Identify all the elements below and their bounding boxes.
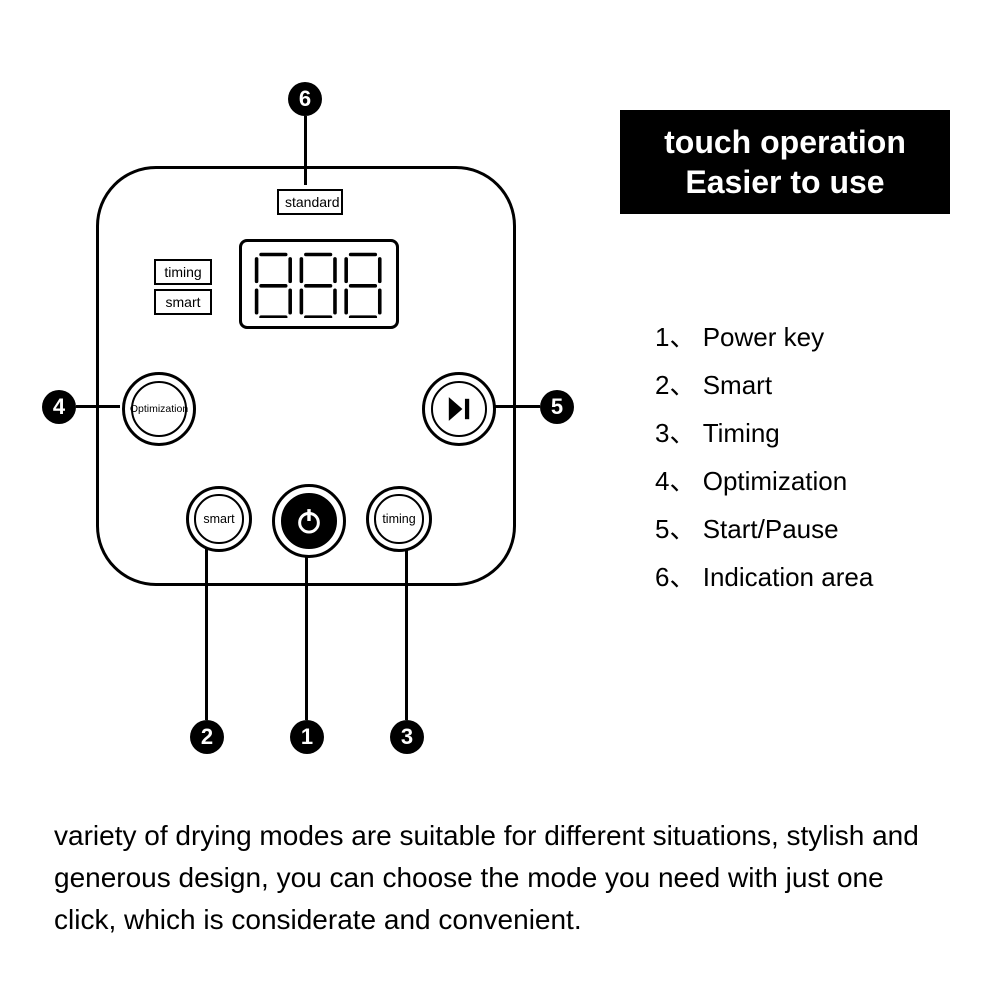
optimization-button[interactable]: Optimization [122,372,196,446]
legend-item-4: 4、 Optimization [655,457,873,505]
seven-segment-icon [250,250,389,317]
callout-line-6 [304,116,307,185]
legend-item-6: 6、 Indication area [655,553,873,601]
legend-list: 1、 Power key 2、 Smart 3、 Timing 4、 Optim… [655,313,873,602]
legend-item-2: 2、 Smart [655,361,873,409]
banner-line1: touch operation [640,122,930,162]
start-pause-button[interactable] [422,372,496,446]
legend-item-3: 3、 Timing [655,409,873,457]
callout-line-4 [76,405,120,408]
timing-button[interactable]: timing [366,486,432,552]
timing-button-label: timing [374,494,423,543]
standard-indicator: standard [277,189,343,215]
legend-item-5: 5、 Start/Pause [655,505,873,553]
timing-indicator: timing [154,259,212,285]
callout-line-1 [305,555,308,720]
play-pause-icon [431,381,487,437]
callout-line-2 [205,549,208,720]
callout-line-3 [405,549,408,720]
control-panel: standard timing smart Optimization [96,166,516,586]
callout-1: 1 [290,720,324,754]
callout-5: 5 [540,390,574,424]
callout-4: 4 [42,390,76,424]
smart-indicator: smart [154,289,212,315]
power-icon [281,493,337,549]
smart-button-label: smart [194,494,243,543]
banner: touch operation Easier to use [620,110,950,214]
callout-3: 3 [390,720,424,754]
legend-item-1: 1、 Power key [655,313,873,361]
digital-display [239,239,399,329]
description-text: variety of drying modes are suitable for… [54,815,947,941]
callout-line-5 [493,405,540,408]
power-button[interactable] [272,484,346,558]
smart-button[interactable]: smart [186,486,252,552]
banner-line2: Easier to use [640,162,930,202]
callout-2: 2 [190,720,224,754]
optimization-button-label: Optimization [131,381,187,437]
callout-6: 6 [288,82,322,116]
